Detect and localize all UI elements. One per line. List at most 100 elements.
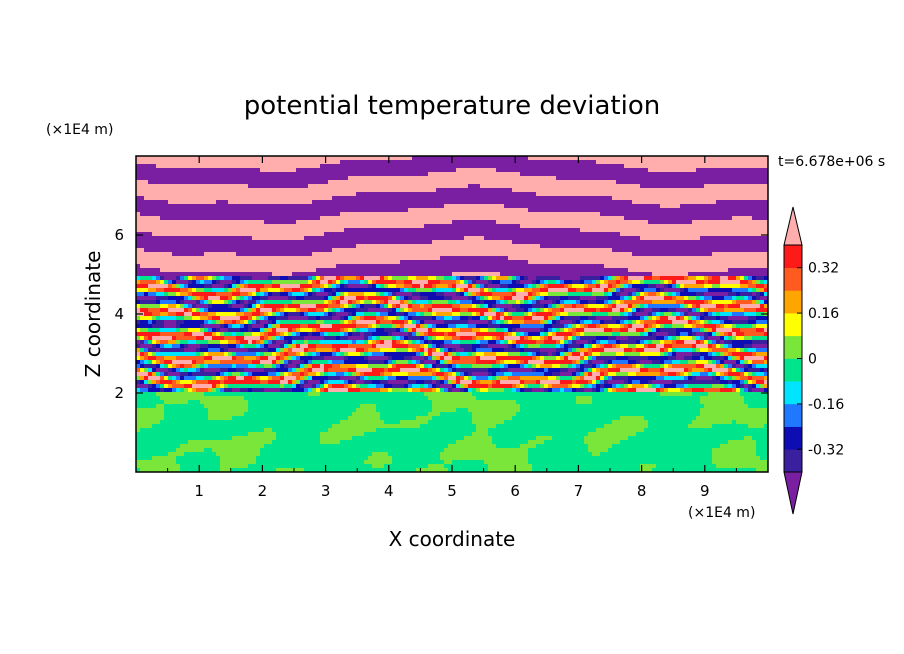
contour-cell	[188, 248, 193, 253]
contour-cell	[476, 200, 481, 205]
contour-cell	[668, 164, 673, 169]
contour-cell	[688, 192, 693, 197]
contour-cell	[280, 276, 285, 281]
contour-cell	[204, 240, 209, 245]
contour-cell	[372, 268, 377, 273]
contour-cell	[528, 208, 533, 213]
contour-cell	[636, 192, 641, 197]
contour-cell	[720, 220, 725, 225]
contour-cell	[284, 160, 289, 165]
contour-cell	[548, 220, 553, 225]
contour-cell	[216, 200, 221, 205]
contour-cell	[368, 280, 373, 285]
contour-cell	[308, 188, 313, 193]
contour-cell	[680, 276, 685, 281]
contour-cell	[484, 164, 489, 169]
contour-cell	[608, 268, 613, 273]
contour-cell	[588, 252, 593, 257]
contour-cell	[292, 172, 297, 177]
contour-cell	[716, 236, 721, 241]
contour-cell	[600, 160, 605, 165]
contour-cell	[424, 220, 429, 225]
contour-cell	[660, 260, 665, 265]
contour-cell	[576, 220, 581, 225]
contour-cell	[616, 208, 621, 213]
contour-cell	[192, 204, 197, 209]
contour-cell	[396, 200, 401, 205]
contour-cell	[764, 184, 768, 189]
contour-cell	[476, 176, 481, 181]
contour-cell	[668, 188, 673, 193]
contour-cell	[468, 164, 473, 169]
contour-cell	[732, 216, 737, 221]
contour-cell	[336, 196, 341, 201]
contour-cell	[324, 276, 329, 281]
contour-cell	[272, 208, 277, 213]
contour-cell	[456, 224, 461, 229]
contour-cell	[664, 260, 669, 265]
contour-cell	[352, 228, 357, 233]
contour-cell	[744, 240, 749, 245]
contour-cell	[444, 196, 449, 201]
contour-cell	[456, 236, 461, 241]
contour-cell	[484, 188, 489, 193]
contour-cell	[580, 192, 585, 197]
contour-cell	[684, 240, 689, 245]
contour-cell	[560, 248, 565, 253]
contour-cell	[332, 224, 337, 229]
contour-cell	[640, 196, 645, 201]
contour-cell	[764, 192, 768, 197]
contour-cell	[376, 272, 381, 277]
contour-cell	[360, 212, 365, 217]
contour-cell	[156, 188, 161, 193]
contour-cell	[276, 204, 281, 209]
contour-cell	[184, 188, 189, 193]
contour-cell	[216, 168, 221, 173]
contour-cell	[292, 196, 297, 201]
contour-cell	[320, 204, 325, 209]
contour-cell	[544, 188, 549, 193]
contour-cell	[764, 252, 768, 257]
contour-cell	[140, 252, 145, 257]
contour-cell	[324, 216, 329, 221]
contour-cell	[752, 268, 757, 273]
contour-cell	[552, 224, 557, 229]
contour-cell	[644, 196, 649, 201]
contour-cell	[732, 196, 737, 201]
contour-cell	[504, 224, 509, 229]
contour-cell	[652, 276, 657, 281]
contour-cell	[732, 268, 737, 273]
contour-cell	[680, 252, 685, 257]
contour-cell	[436, 184, 441, 189]
contour-cell	[244, 240, 249, 245]
contour-cell	[660, 276, 665, 281]
contour-cell	[296, 220, 301, 225]
contour-cell	[224, 272, 229, 277]
contour-cell	[468, 224, 473, 229]
contour-cell	[512, 200, 517, 205]
contour-cell	[436, 256, 441, 261]
contour-cell	[344, 164, 349, 169]
contour-cell	[572, 196, 577, 201]
contour-cell	[532, 192, 537, 197]
contour-cell	[288, 240, 293, 245]
contour-cell	[736, 260, 741, 265]
contour-cell	[608, 188, 613, 193]
contour-cell	[732, 172, 737, 177]
contour-cell	[724, 204, 729, 209]
contour-cell	[432, 272, 437, 277]
contour-cell	[264, 168, 269, 173]
contour-cell	[628, 228, 633, 233]
contour-cell	[548, 224, 553, 229]
contour-cell	[288, 200, 293, 205]
contour-cell	[692, 228, 697, 233]
contour-cell	[460, 264, 465, 269]
contour-cell	[416, 260, 421, 265]
contour-cell	[476, 224, 481, 229]
contour-cell	[400, 180, 405, 185]
contour-cell	[320, 208, 325, 213]
contour-cell	[560, 196, 565, 201]
contour-cell	[532, 176, 537, 181]
contour-cell	[584, 196, 589, 201]
contour-cell	[160, 248, 165, 253]
